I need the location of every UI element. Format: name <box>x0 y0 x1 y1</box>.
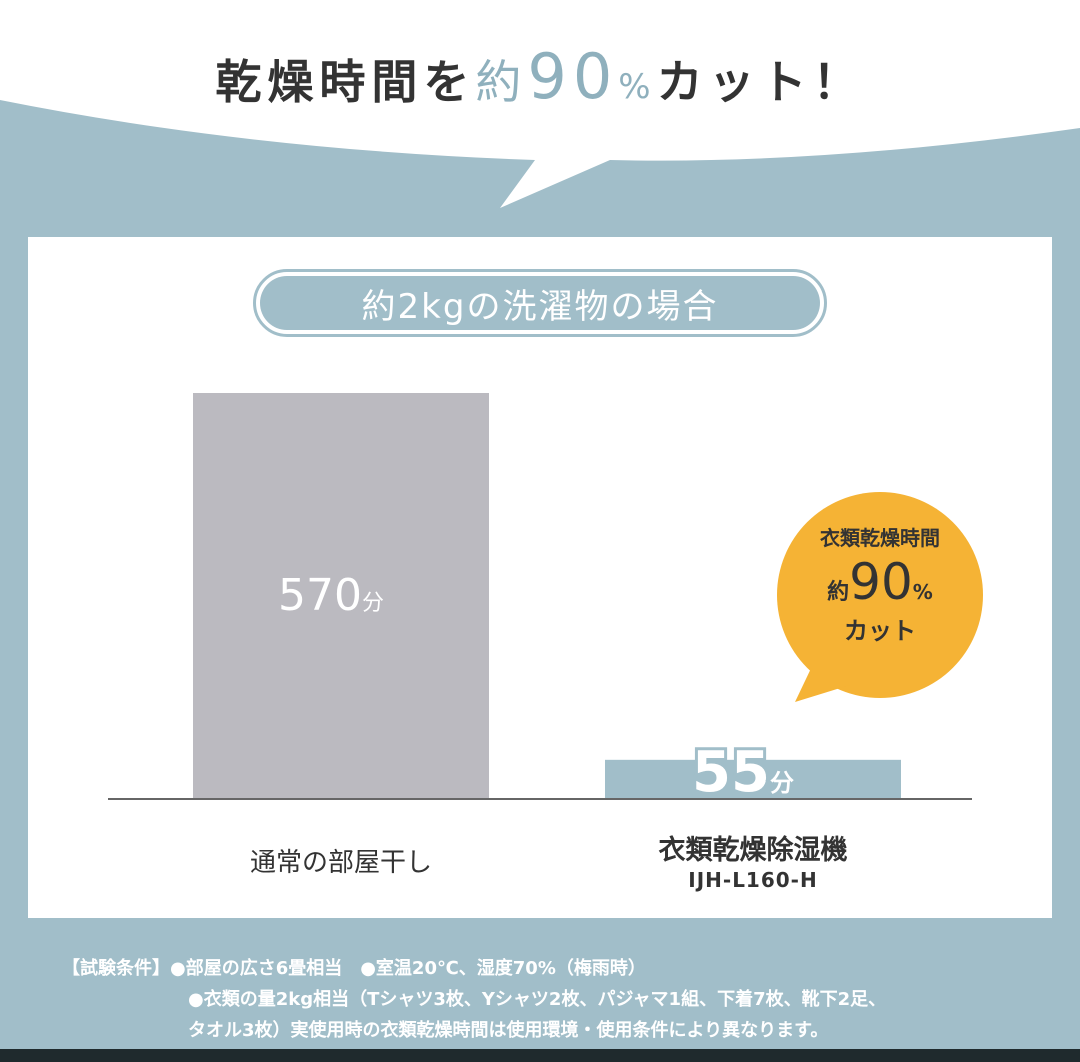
headline-prefix: 乾燥時間を <box>215 55 476 109</box>
callout-line1: 衣類乾燥時間 <box>820 526 940 550</box>
callout-approx: 約 <box>827 580 850 605</box>
footnote-line2: ●衣類の量2kg相当（Tシャツ3枚、Yシャツ2枚、パジャマ1組、下着7枚、靴下2… <box>188 989 887 1010</box>
callout-text: 衣類乾燥時間 約90% カット <box>780 522 980 646</box>
headline-approx: 約 <box>475 55 528 109</box>
headline-number: 90 <box>527 40 619 113</box>
speech-bubble-background <box>0 0 1080 208</box>
callout-percent: % <box>912 580 933 604</box>
category-label-0: 通常の部屋干し <box>249 848 432 878</box>
bar-1 <box>605 759 901 799</box>
callout-number: 90 <box>849 553 913 611</box>
category-label-1: 衣類乾燥除湿機 <box>658 835 848 866</box>
headline: 乾燥時間を約90%カット！ <box>0 40 1080 113</box>
headline-percent: % <box>618 67 657 107</box>
bottom-bar <box>0 1049 1080 1062</box>
callout-line3: カット <box>844 617 916 645</box>
headline-suffix: カット！ <box>656 55 865 109</box>
callout-bubble <box>777 492 983 702</box>
test-conditions: 【試験条件】●部屋の広さ6畳相当 ●室温20℃、湿度70%（梅雨時） ●衣類の量… <box>62 953 886 1046</box>
condition-pill: 約2kgの洗濯物の場合 <box>253 269 827 337</box>
footnote-line1: ●部屋の広さ6畳相当 ●室温20℃、湿度70%（梅雨時） <box>170 958 646 979</box>
footnote-label: 【試験条件】 <box>62 958 170 979</box>
value-label-1: 55分 <box>692 740 794 805</box>
category-sublabel-1: IJH-L160-H <box>688 868 818 892</box>
bar-0 <box>193 393 489 799</box>
condition-label: 約2kgの洗濯物の場合 <box>260 276 820 330</box>
footnote-line3: タオル3枚）実使用時の衣類乾燥時間は使用環境・使用条件により異なります。 <box>188 1020 829 1041</box>
